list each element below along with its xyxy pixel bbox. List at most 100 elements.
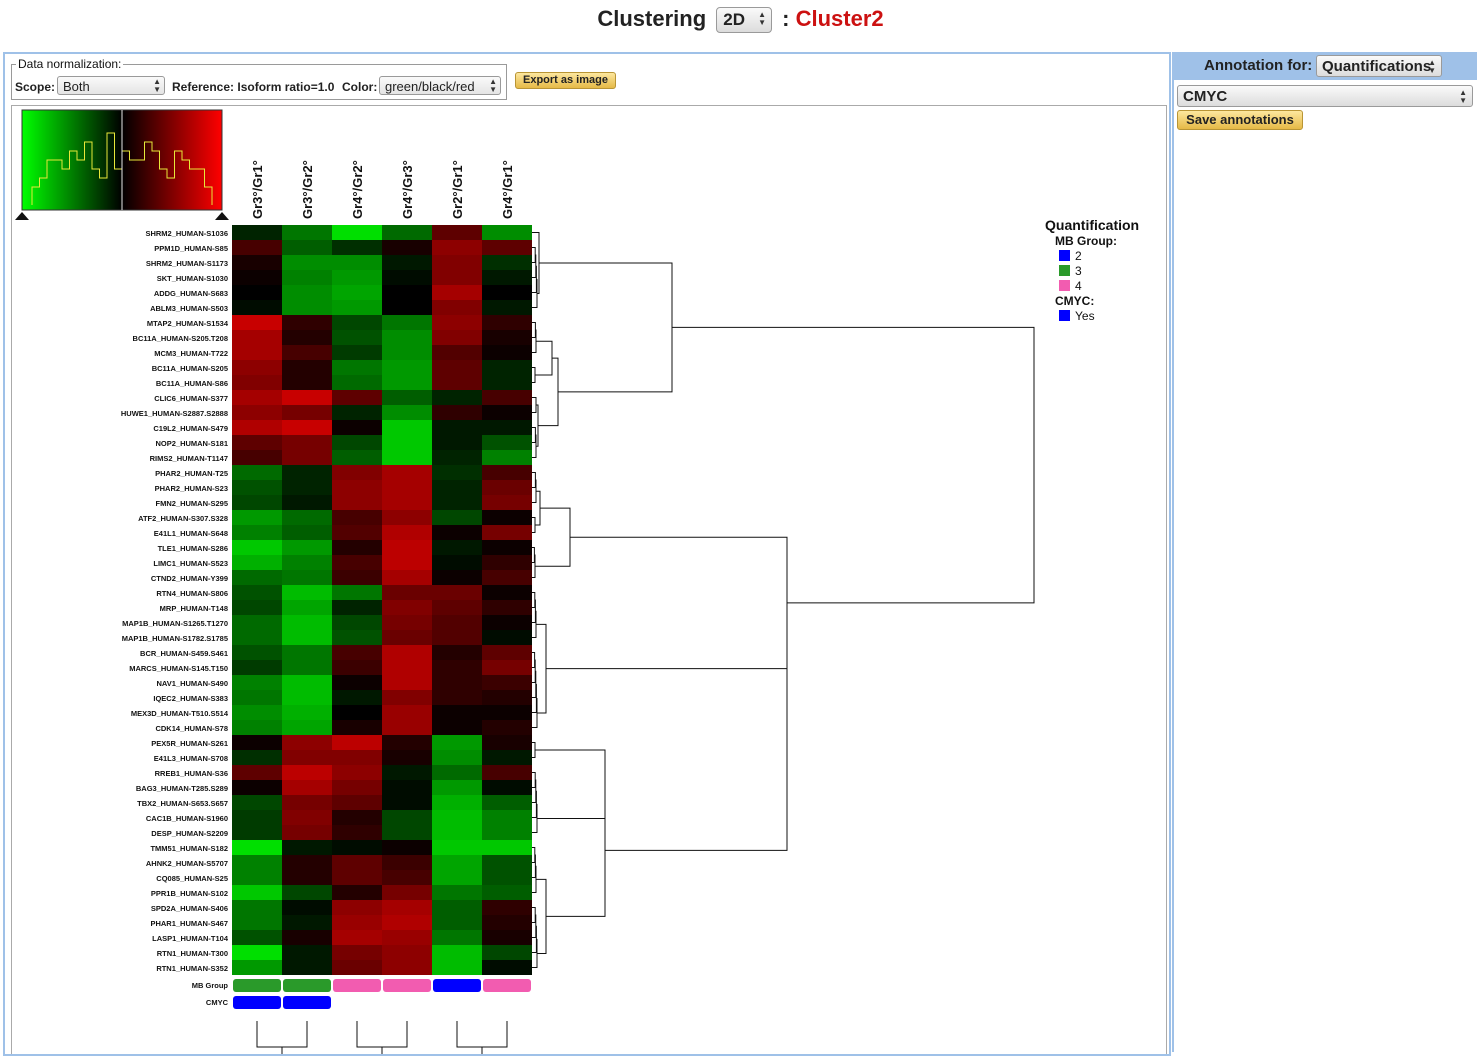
heatmap-cell: [332, 330, 382, 345]
annotation-for-label: Annotation for:: [1204, 57, 1313, 74]
heatmap-cell: [282, 735, 332, 750]
row-label: AHNK2_HUMAN-S5707: [146, 859, 228, 868]
heatmap-cell: [232, 315, 282, 330]
heatmap-cell: [332, 900, 382, 915]
data-normalization-fieldset: Data normalization: Scope: Both ▲ ▼ Refere…: [11, 58, 507, 100]
row-label: RREB1_HUMAN-S36: [155, 769, 228, 778]
heatmap-cell: [232, 255, 282, 270]
legend-item-label: Yes: [1075, 309, 1095, 323]
heatmap-cell: [382, 255, 432, 270]
heatmap-cell: [482, 900, 532, 915]
heatmap-cell: [482, 570, 532, 585]
heatmap-cell: [432, 405, 482, 420]
heatmap-cell: [282, 390, 332, 405]
heatmap-cell: [282, 330, 332, 345]
row-label: PHAR2_HUMAN-T25: [155, 469, 228, 478]
heatmap-cell: [382, 285, 432, 300]
row-label: ADDG_HUMAN-S683: [154, 289, 228, 298]
heatmap-cell: [382, 510, 432, 525]
heatmap-cell: [432, 600, 482, 615]
heatmap-cell: [482, 945, 532, 960]
heatmap-cell: [282, 600, 332, 615]
annotation-type-select[interactable]: Quantifications ▲ ▼: [1316, 55, 1442, 77]
annotation-track-label: CMYC: [206, 998, 229, 1007]
heatmap-cell: [482, 615, 532, 630]
row-dendrogram-branch: [532, 367, 536, 383]
heatmap-cell: [382, 465, 432, 480]
annotation-track-cell: [383, 979, 431, 992]
scope-select[interactable]: Both ▲ ▼: [57, 76, 165, 95]
heatmap-cell: [482, 345, 532, 360]
column-label: Gr3°/Gr1°: [250, 160, 265, 219]
row-label: SPD2A_HUMAN-S406: [151, 904, 228, 913]
heatmap-cell: [332, 690, 382, 705]
heatmap-cell: [482, 330, 532, 345]
heatmap-cell: [232, 945, 282, 960]
row-label: PHAR2_HUMAN-S23: [155, 484, 228, 493]
heatmap-cell: [382, 705, 432, 720]
heatmap-cell: [332, 435, 382, 450]
row-label: C19L2_HUMAN-S479: [153, 424, 228, 433]
heatmap-cell: [332, 660, 382, 675]
heatmap-cell: [382, 915, 432, 930]
row-label: LIMC1_HUMAN-S523: [153, 559, 228, 568]
row-dendrogram-branch: [605, 602, 788, 851]
heatmap-cell: [232, 435, 282, 450]
row-label: CDK14_HUMAN-S78: [155, 724, 228, 733]
heatmap-cell: [332, 825, 382, 840]
row-dendrogram-branch: [532, 592, 536, 608]
heatmap-cell: [382, 405, 432, 420]
row-label: PEX5R_HUMAN-S261: [151, 739, 228, 748]
heatmap-cell: [432, 585, 482, 600]
heatmap-cell: [282, 885, 332, 900]
heatmap-cell: [282, 240, 332, 255]
legend-title: Quantification: [1045, 217, 1139, 233]
dimension-select[interactable]: 2D ▲ ▼: [716, 7, 773, 34]
heatmap-cell: [432, 960, 482, 975]
column-dendrogram-branch: [456, 1021, 508, 1048]
heatmap-cell: [432, 630, 482, 645]
heatmap-cell: [382, 555, 432, 570]
protein-annotation-select[interactable]: CMYC ▲ ▼: [1177, 85, 1473, 107]
row-label: PHAR1_HUMAN-S467: [150, 919, 228, 928]
row-label: RIMS2_HUMAN-T1147: [150, 454, 228, 463]
heatmap-cell: [382, 540, 432, 555]
heatmap-cell: [282, 450, 332, 465]
row-label: SHRM2_HUMAN-S1036: [145, 229, 228, 238]
title-separator: :: [782, 6, 790, 31]
heatmap-cell: [282, 705, 332, 720]
heatmap-cell: [482, 540, 532, 555]
row-dendrogram-branch: [532, 907, 536, 923]
export-image-button[interactable]: Export as image: [515, 72, 616, 89]
heatmap-cell: [432, 240, 482, 255]
heatmap-cell: [332, 255, 382, 270]
legend-group-label: MB Group:: [1055, 234, 1117, 248]
column-label: Gr4°/Gr3°: [400, 160, 415, 219]
heatmap-cell: [482, 555, 532, 570]
heatmap-cell: [232, 360, 282, 375]
heatmap-cell: [432, 705, 482, 720]
row-dendrogram-branch: [532, 517, 536, 533]
heatmap-cell: [482, 735, 532, 750]
heatmap-cell: [232, 585, 282, 600]
save-annotations-button[interactable]: Save annotations: [1177, 110, 1303, 130]
heatmap-cell: [382, 660, 432, 675]
heatmap-cell: [232, 510, 282, 525]
heatmap-cell: [232, 765, 282, 780]
heatmap-cell: [332, 795, 382, 810]
color-scheme-select[interactable]: green/black/red ▲ ▼: [379, 76, 501, 95]
heatmap-cell: [482, 405, 532, 420]
heatmap-cell: [232, 870, 282, 885]
scale-min-handle: [15, 212, 29, 220]
select-arrows-icon: ▲ ▼: [1428, 58, 1436, 75]
heatmap-cell: [232, 855, 282, 870]
row-label: MAP1B_HUMAN-S1782.S1785: [122, 634, 228, 643]
row-label: MCM3_HUMAN-T722: [154, 349, 228, 358]
heatmap-cell: [332, 840, 382, 855]
heatmap-cell: [482, 435, 532, 450]
heatmap-cell: [432, 555, 482, 570]
heatmap-cell: [482, 315, 532, 330]
heatmap-plot-area: Gr3°/Gr1° Gr3°/Gr2° Gr4°/Gr2° Gr4°/Gr3° Gr2°…: [11, 105, 1167, 1054]
heatmap-cell: [232, 660, 282, 675]
heatmap-cell: [482, 645, 532, 660]
